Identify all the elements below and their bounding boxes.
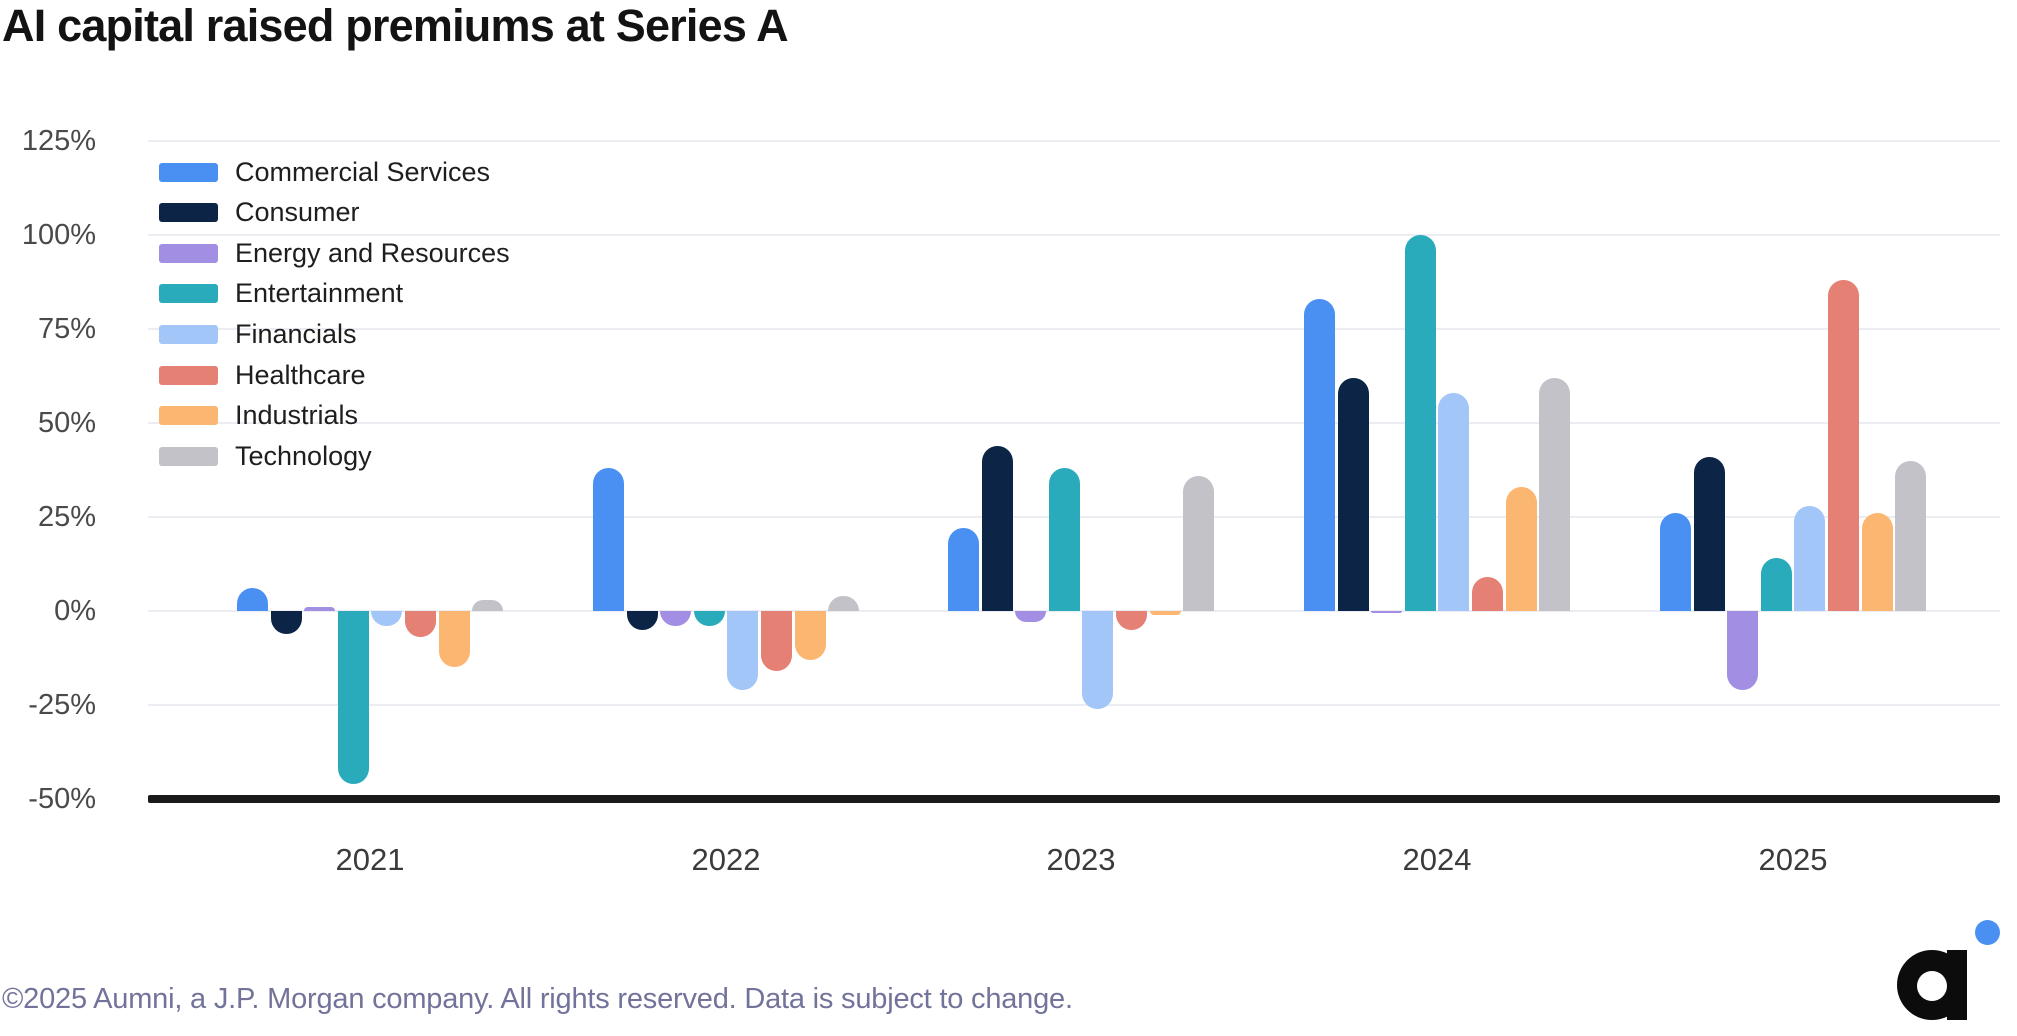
y-axis-label-0: 0% [54, 595, 96, 627]
legend-item-commercial-services: Commercial Services [159, 155, 490, 189]
bar-2021-financials [371, 611, 403, 626]
bar-2022-entertainment [693, 611, 725, 626]
bar-2022-consumer [626, 611, 658, 630]
bar-2025-financials [1794, 505, 1826, 611]
bar-2023-energy-and-resources [1015, 611, 1047, 623]
y-axis-label-25: 25% [37, 501, 96, 533]
bar-2024-healthcare [1471, 577, 1503, 611]
bar-2024-industrials [1505, 486, 1537, 611]
legend-item-industrials: Industrials [159, 399, 358, 433]
legend-swatch-financials [159, 324, 218, 344]
legend-label-technology: Technology [235, 440, 372, 471]
bar-2022-energy-and-resources [660, 611, 692, 626]
x-axis-label-2023: 2023 [1046, 842, 1116, 877]
y-axis-label--25: -25% [28, 689, 96, 721]
legend-item-energy-and-resources: Energy and Resources [159, 236, 510, 270]
bar-2022-commercial-services [592, 468, 624, 611]
legend-item-technology: Technology [159, 439, 372, 473]
plot-area: 125% 100% 75% 50% 25% 0% -25% -50% 2021 2022 2023 2… [21, 125, 2000, 877]
gridline-0 [148, 610, 2000, 612]
bar-2021-industrials [438, 611, 470, 668]
legend-swatch-healthcare [159, 365, 218, 385]
x-axis-label-2021: 2021 [335, 842, 405, 877]
legend-swatch-consumer [159, 203, 218, 223]
y-axis-label-50: 50% [37, 407, 96, 439]
bar-2021-technology [472, 599, 504, 611]
legend-item-healthcare: Healthcare [159, 358, 366, 392]
legend-item-financials: Financials [159, 317, 357, 351]
bar-2021-entertainment [337, 611, 369, 784]
bar-2022-financials [727, 611, 759, 690]
legend-swatch-industrials [159, 406, 218, 426]
x-axis-label-2025: 2025 [1758, 842, 1828, 877]
bar-2024-entertainment [1404, 235, 1436, 611]
bar-2022-industrials [794, 611, 826, 660]
bar-2024-commercial-services [1303, 298, 1335, 611]
bar-2025-industrials [1861, 513, 1893, 611]
legend-swatch-entertainment [159, 284, 218, 304]
legend-swatch-commercial-services [159, 162, 218, 182]
y-axis-label-75: 75% [37, 313, 96, 345]
aumni-logo [1895, 916, 2005, 1022]
chart-title: AI capital raised premiums at Series A [2, 0, 789, 51]
bar-2023-technology [1183, 475, 1215, 611]
aumni-a-mark [1897, 950, 1967, 1020]
bar-2022-healthcare [760, 611, 792, 672]
bar-2024-technology [1539, 377, 1571, 611]
legend-label-industrials: Industrials [235, 400, 359, 431]
legend-item-entertainment: Entertainment [159, 277, 403, 311]
bar-2023-industrials [1149, 611, 1181, 615]
bar-2025-healthcare [1827, 280, 1859, 611]
logo-counter-shape [1917, 971, 1947, 1001]
bar-2025-commercial-services [1659, 513, 1691, 611]
bar-2022-technology [828, 596, 860, 611]
gridline-75 [148, 328, 2000, 330]
legend-label-entertainment: Entertainment [235, 278, 404, 309]
legend-label-commercial-services: Commercial Services [235, 156, 491, 187]
bar-2024-consumer [1337, 377, 1369, 611]
y-axis-label--50: -50% [28, 783, 96, 815]
copyright-text: ©2025 Aumni, a J.P. Morgan company. All … [2, 983, 1073, 1015]
gridline-125 [148, 140, 2000, 142]
bar-2023-healthcare [1115, 611, 1147, 630]
gridline--25 [148, 704, 2000, 706]
aumni-blue-dot-icon [1975, 920, 2000, 945]
bar-2025-consumer [1693, 456, 1725, 611]
y-axis-label-125: 125% [21, 125, 96, 157]
legend-label-consumer: Consumer [235, 197, 360, 228]
bar-2024-energy-and-resources [1371, 611, 1403, 613]
gridline-50 [148, 422, 2000, 424]
x-axis-line [148, 795, 2000, 803]
bar-2024-financials [1438, 392, 1470, 611]
legend-item-consumer: Consumer [159, 196, 360, 230]
bar-2025-technology [1895, 460, 1927, 611]
bar-2021-energy-and-resources [304, 607, 336, 611]
legend-label-financials: Financials [235, 318, 357, 349]
legend-swatch-technology [159, 446, 218, 466]
logo-stem-shape [1947, 950, 1967, 1020]
legend-label-energy-and-resources: Energy and Resources [235, 237, 510, 268]
x-axis-label-2024: 2024 [1402, 842, 1472, 877]
bar-2023-commercial-services [947, 528, 979, 611]
bar-2021-consumer [270, 611, 302, 634]
gridline-100 [148, 234, 2000, 236]
bar-2025-energy-and-resources [1727, 611, 1759, 690]
x-axis-label-2022: 2022 [691, 842, 761, 877]
legend-label-healthcare: Healthcare [235, 359, 366, 390]
legend-swatch-energy-and-resources [159, 243, 218, 263]
bar-2025-entertainment [1760, 558, 1792, 611]
bar-2021-healthcare [404, 611, 436, 638]
bar-2023-financials [1082, 611, 1114, 709]
bar-2021-commercial-services [236, 588, 268, 611]
bar-2023-consumer [981, 445, 1013, 611]
bar-2023-entertainment [1048, 468, 1080, 611]
y-axis-label-100: 100% [21, 219, 96, 251]
